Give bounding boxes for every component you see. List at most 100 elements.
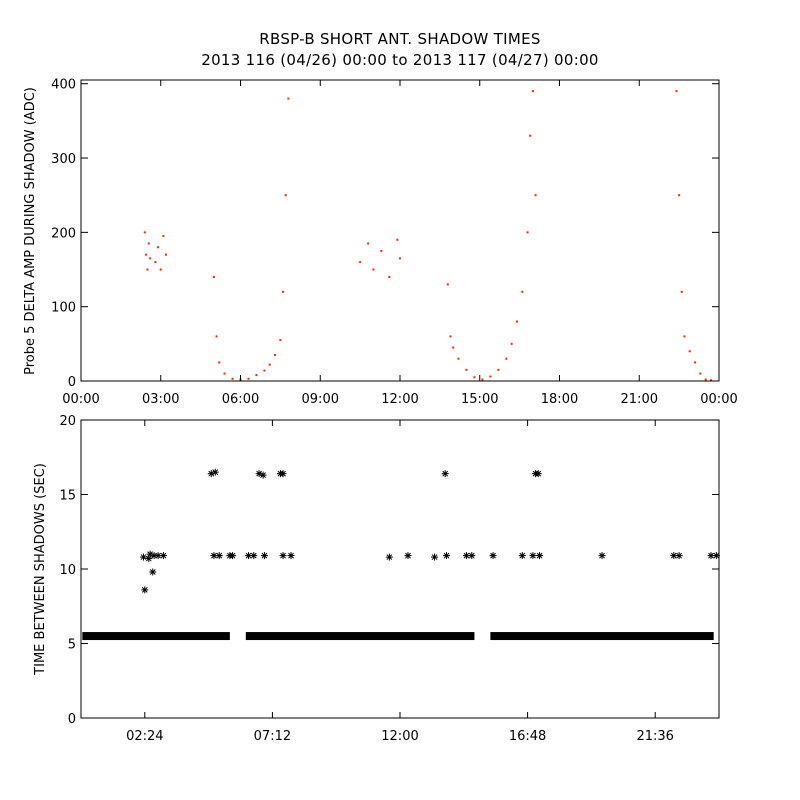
upper-data-point [675,90,678,93]
lower-data-point [529,552,537,560]
lower-data-point [443,552,451,560]
upper-data-point [481,378,484,381]
upper-data-point [446,283,449,286]
upper-data-point [380,249,383,252]
upper-data-point [162,235,165,238]
upper-data-point [452,346,455,349]
upper-data-point [710,379,713,382]
upper-data-point [231,377,234,380]
upper-x-tick-label: 09:00 [302,392,339,407]
upper-y-tick-label: 100 [51,301,76,316]
upper-y-tick-label: 0 [68,375,76,390]
lower-data-point [536,552,544,560]
upper-data-point [449,335,452,338]
upper-data-point [534,194,537,197]
lower-x-tick-label: 12:00 [381,729,418,744]
lower-data-point [159,552,167,560]
upper-data-point [497,368,500,371]
upper-data-point [223,372,226,375]
upper-x-tick-label: 21:00 [621,392,658,407]
upper-data-point [143,231,146,234]
upper-axis-ticks: 00:00 03:00 06:00 09:00 12:00 15:00 18:00 21:00… [51,78,738,407]
lower-data-point [259,471,267,479]
upper-panel: 00:00 03:00 06:00 09:00 12:00 15:00 18:00 21:00… [23,78,738,407]
upper-data-point [473,376,476,379]
lower-x-tick-label: 07:12 [254,729,291,744]
lower-data-point [441,470,449,478]
lower-data-point [534,470,542,478]
upper-data-point [284,194,287,197]
upper-data-points [143,90,713,382]
lower-data-point [279,470,287,478]
upper-y-tick-label: 400 [51,78,76,93]
upper-data-point [694,361,697,364]
upper-data-point [263,369,266,372]
upper-data-point [359,261,362,264]
upper-data-point [147,242,150,245]
lower-baseline-band [490,632,714,641]
upper-x-tick-label: 15:00 [461,392,498,407]
lower-y-tick-label: 10 [59,563,76,578]
lower-data-point [211,468,219,476]
upper-data-point [159,268,162,271]
upper-data-point [212,275,215,278]
upper-data-point [699,372,702,375]
upper-data-point [282,290,285,293]
upper-data-point [683,335,686,338]
lower-data-point [404,552,412,560]
upper-x-tick-label: 00:00 [700,392,737,407]
upper-y-tick-label: 300 [51,152,76,167]
upper-data-point [268,363,271,366]
upper-data-point [489,375,492,378]
upper-data-point [505,357,508,360]
lower-y-tick-label: 15 [59,489,76,504]
lower-axis-ticks: 02:24 07:12 12:00 16:48 21:36 0 5 10 15 20 [59,414,719,744]
upper-data-point [247,377,250,380]
upper-x-tick-label: 00:00 [62,392,99,407]
upper-data-point [274,353,277,356]
lower-data-points [82,468,720,641]
lower-baseline-band [245,632,475,641]
lower-data-point [139,553,147,561]
lower-y-axis-label: TIME BETWEEN SHADOWS (SEC) [33,463,48,676]
upper-data-point [165,253,168,256]
lower-data-point [431,553,439,561]
upper-data-point [515,320,518,323]
lower-data-point [675,552,683,560]
upper-data-point [704,378,707,381]
upper-data-point [680,290,683,293]
lower-data-point [385,553,393,561]
upper-data-point [529,134,532,137]
upper-data-point [218,361,221,364]
upper-data-point [146,268,149,271]
upper-data-point [367,242,370,245]
lower-data-point [468,552,476,560]
upper-data-point [388,275,391,278]
lower-y-tick-label: 0 [68,712,76,727]
lower-panel: 02:24 07:12 12:00 16:48 21:36 0 5 10 15 20 TIME B… [33,414,720,744]
lower-data-point [141,586,149,594]
upper-data-point [465,368,468,371]
lower-x-tick-label: 21:36 [636,729,673,744]
lower-data-point [287,552,295,560]
upper-data-point [457,357,460,360]
lower-y-tick-label: 5 [68,638,76,653]
lower-x-tick-label: 02:24 [126,729,163,744]
upper-y-axis-label: Probe 5 DELTA AMP DURING SHADOW (ADC) [23,87,38,375]
lower-plot-frame [80,419,720,719]
upper-data-point [149,257,152,260]
lower-data-point [260,552,268,560]
upper-data-point [521,290,524,293]
lower-y-tick-label: 20 [59,414,76,429]
lower-x-tick-label: 16:48 [509,729,546,744]
upper-x-tick-label: 06:00 [222,392,259,407]
lower-data-point [229,552,237,560]
lower-data-point [250,552,258,560]
chart-subtitle: 2013 116 (04/26) 00:00 to 2013 117 (04/2… [201,51,599,69]
upper-data-point [396,238,399,241]
upper-plot-frame [80,79,720,382]
lower-data-point [149,568,157,576]
lower-baseline-band [82,632,230,641]
upper-data-point [678,194,681,197]
